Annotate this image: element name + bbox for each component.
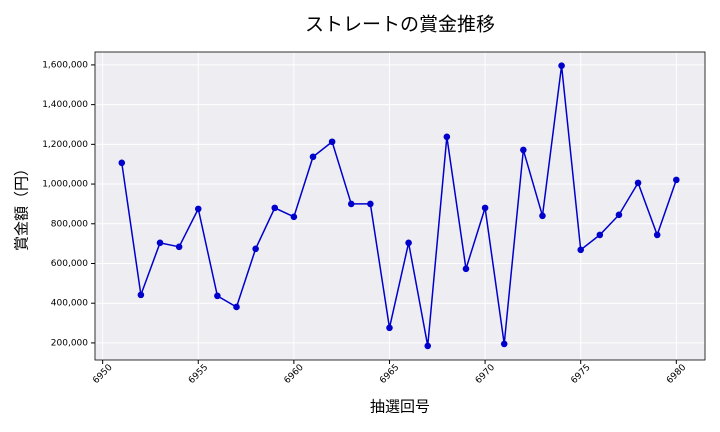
data-point	[328, 138, 336, 146]
data-point	[271, 204, 279, 212]
y-tick-label: 1,600,000	[42, 60, 88, 70]
data-point	[252, 245, 259, 253]
y-tick-label: 1,400,000	[42, 100, 88, 110]
x-axis-label: 抽選回号	[370, 398, 430, 416]
data-point	[615, 211, 623, 219]
data-point	[309, 153, 317, 161]
data-point	[596, 231, 604, 239]
y-tick-label: 600,000	[51, 259, 88, 269]
plot-frame	[94, 51, 706, 361]
data-point	[673, 176, 680, 184]
y-tick-label: 1,200,000	[42, 140, 88, 150]
data-point	[137, 291, 145, 299]
data-point	[118, 159, 126, 167]
x-tick-label: 6960	[283, 363, 306, 386]
x-tick-label: 6950	[91, 363, 114, 386]
data-point	[520, 146, 527, 154]
data-point	[481, 204, 489, 212]
data-point	[156, 239, 164, 247]
data-point	[577, 246, 585, 254]
y-tick-label: 800,000	[51, 219, 88, 229]
data-point	[558, 62, 565, 70]
data-point	[424, 342, 432, 350]
data-point	[347, 200, 355, 208]
plot-area	[95, 52, 705, 360]
data-point	[367, 200, 374, 208]
data-point	[634, 179, 642, 187]
data-point	[653, 231, 661, 239]
data-point	[500, 340, 508, 348]
series-line	[121, 65, 678, 347]
y-tick-label: 200,000	[51, 338, 88, 348]
data-point	[462, 265, 470, 273]
x-tick-label: 6970	[474, 363, 497, 386]
x-tick-label: 6975	[569, 363, 592, 386]
data-point	[386, 324, 393, 332]
x-tick-label: 6980	[665, 363, 688, 386]
data-point	[405, 239, 412, 247]
x-tick-label: 6955	[187, 363, 210, 386]
data-point	[290, 213, 298, 221]
y-tick-label: 1,000,000	[42, 180, 88, 190]
chart-title: ストレートの賞金推移	[305, 14, 495, 36]
y-axis-label: 賞金額（円）	[13, 161, 31, 251]
data-point	[539, 212, 546, 220]
x-tick-label: 6965	[378, 363, 401, 386]
data-point	[194, 205, 202, 213]
data-point	[175, 243, 183, 251]
y-tick-label: 400,000	[51, 299, 88, 309]
data-point	[443, 133, 451, 141]
data-point	[214, 292, 221, 300]
data-point	[233, 303, 240, 311]
